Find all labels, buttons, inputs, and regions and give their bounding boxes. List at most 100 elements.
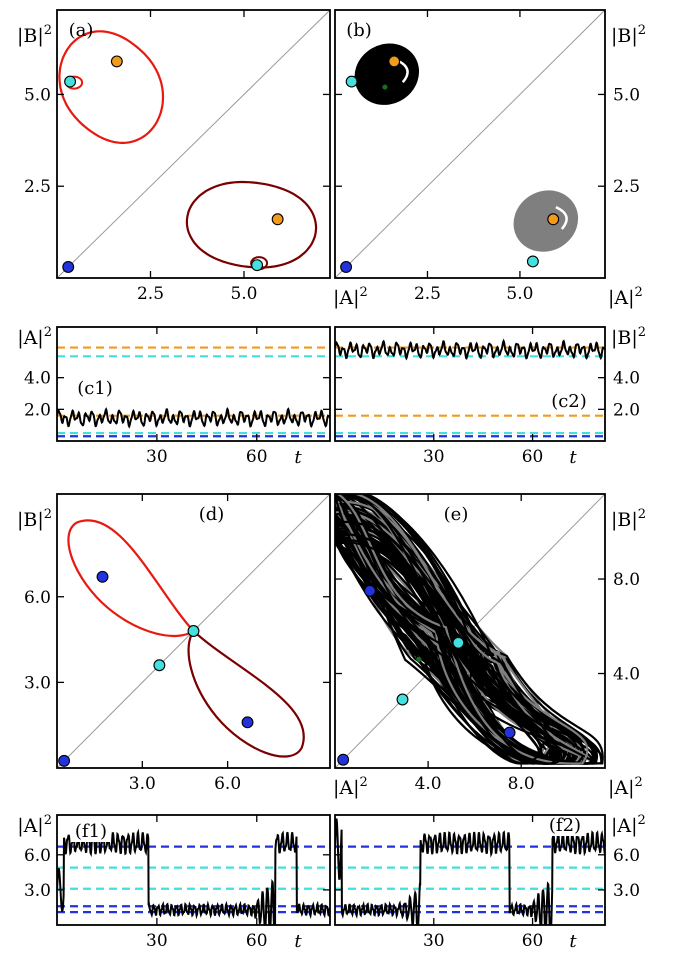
x-axis-label: t [569,447,577,468]
orbit-darkred [185,180,318,269]
x-tick-label: 30 [423,447,445,467]
attractor-basin-gray [513,190,579,252]
x-axis-label: t [294,447,302,468]
panel-label-f1: (f1) [75,821,107,842]
y-tick-label: 6.0 [24,588,51,608]
axes-frame [56,9,331,279]
x-tick-label: 5.0 [506,284,533,304]
y-axis-label: |B|2 [611,23,646,47]
attractor-strand [335,520,563,765]
green-marker [382,84,388,90]
y-tick-label: 6.0 [24,846,51,866]
y-tick-label: 3.0 [24,881,51,901]
x-axis-label: t [569,931,577,952]
panel-label-bg [75,379,115,399]
axes-frame [56,814,331,926]
x-tick-label: 2.5 [137,284,164,304]
attractor-strand [336,494,589,765]
fixed-point-blue [340,261,353,273]
x-axis-label: |A|2 [608,775,643,799]
y-tick-label: 4.0 [24,369,51,389]
fixed-point-blue [96,570,109,583]
y-axis-label: |A|2 [611,813,646,837]
y-tick-label: 5.0 [613,85,640,105]
fixed-point-cyan [345,75,358,88]
fixed-point-orange [271,213,284,226]
x-tick-label: 60 [246,931,268,951]
fixed-point-cyan [187,625,200,637]
fixed-point-blue [363,584,376,597]
attractor-strand [335,533,557,765]
panel-b: 2.5 5.0 2.5 5.0 |B|2 |A|2 (b) [334,9,646,309]
y-axis-label: |B|2 [611,325,646,349]
panel-f1: 30 60 3.0 6.0 |A|2 t (f1) [17,813,331,952]
fixed-point-cyan [452,636,465,649]
fixed-point-cyan [526,255,539,268]
panel-c1: 30 60 2.0 4.0 |A|2 t (c1) [17,325,331,468]
x-tick-label: 60 [522,447,544,467]
y-axis-label: |A|2 [17,325,52,349]
orbit-red [58,30,165,144]
y-axis-label: |B|2 [17,23,52,47]
x-tick-label: 30 [146,447,168,467]
panel-c2: 30 60 2.0 4.0 |B|2 t (c2) [334,325,646,468]
y-tick-label: 4.0 [613,369,640,389]
panel-label-f2: (f2) [549,815,581,836]
x-tick-label: 5.0 [230,284,257,304]
y-tick-label: 2.0 [613,400,640,420]
panel-label-bg [71,822,111,842]
axes-frame [334,493,606,769]
fixed-point-cyan [153,659,166,672]
axes-frame [334,9,606,279]
x-axis-label: t [294,931,302,952]
panel-a: 2.5 5.0 2.5 5.0 |B|2 |A|2 (a) [17,9,368,309]
panel-d: 3.0 6.0 3.0 6.0 |B|2 |A|2 (d) [17,493,368,799]
time-series [335,338,605,361]
panel-label-b: (b) [346,20,372,41]
panel-label-e: (e) [444,504,469,525]
y-tick-label: 6.0 [613,846,640,866]
y-tick-label: 8.0 [613,570,640,590]
fixed-point-cyan [396,693,409,706]
y-axis-label: |B|2 [17,507,52,531]
y-tick-label: 5.0 [24,85,51,105]
panel-label-a: (a) [69,20,94,41]
panel-e: 4.0 8.0 4.0 8.0 |B|2 |A|2 (e) [334,493,646,799]
x-tick-label: 30 [423,931,445,951]
y-tick-label: 2.0 [24,400,51,420]
x-tick-label: 60 [246,447,268,467]
time-series [335,818,605,925]
panel-label-c1: (c1) [77,378,113,399]
fixed-point-orange [110,55,123,68]
attractor-strand [335,494,603,765]
fixed-point-blue [62,261,75,273]
panel-label-bg [549,392,589,412]
attractor-basin-black [354,43,420,105]
panel-label-c2: (c2) [551,391,587,412]
panel-f2: 30 60 3.0 6.0 |A|2 t (f2) [334,813,646,952]
time-series [57,407,330,429]
fixed-point-blue [58,754,71,767]
green-marker [416,656,422,662]
diagonal-line [335,10,605,278]
fixed-point-cyan [64,75,77,88]
fixed-point-blue [337,753,350,766]
y-tick-label: 2.5 [24,177,51,197]
fixed-point-cyan [251,259,264,272]
x-axis-label: |A|2 [333,285,368,309]
diagonal-line [57,10,330,278]
fixed-point-orange [388,55,401,68]
fixed-point-orange [547,213,560,226]
y-tick-label: 2.5 [613,177,640,197]
fixed-point-blue [241,716,254,729]
axes-frame [56,493,331,769]
x-axis-label: |A|2 [333,775,368,799]
x-axis-label: |A|2 [608,285,643,309]
axes-frame [334,326,606,442]
x-tick-label: 6.0 [214,774,241,794]
chaotic-attractor [335,494,604,765]
y-axis-label: |A|2 [17,813,52,837]
panel-label-d: (d) [199,504,225,525]
y-tick-label: 4.0 [613,665,640,685]
